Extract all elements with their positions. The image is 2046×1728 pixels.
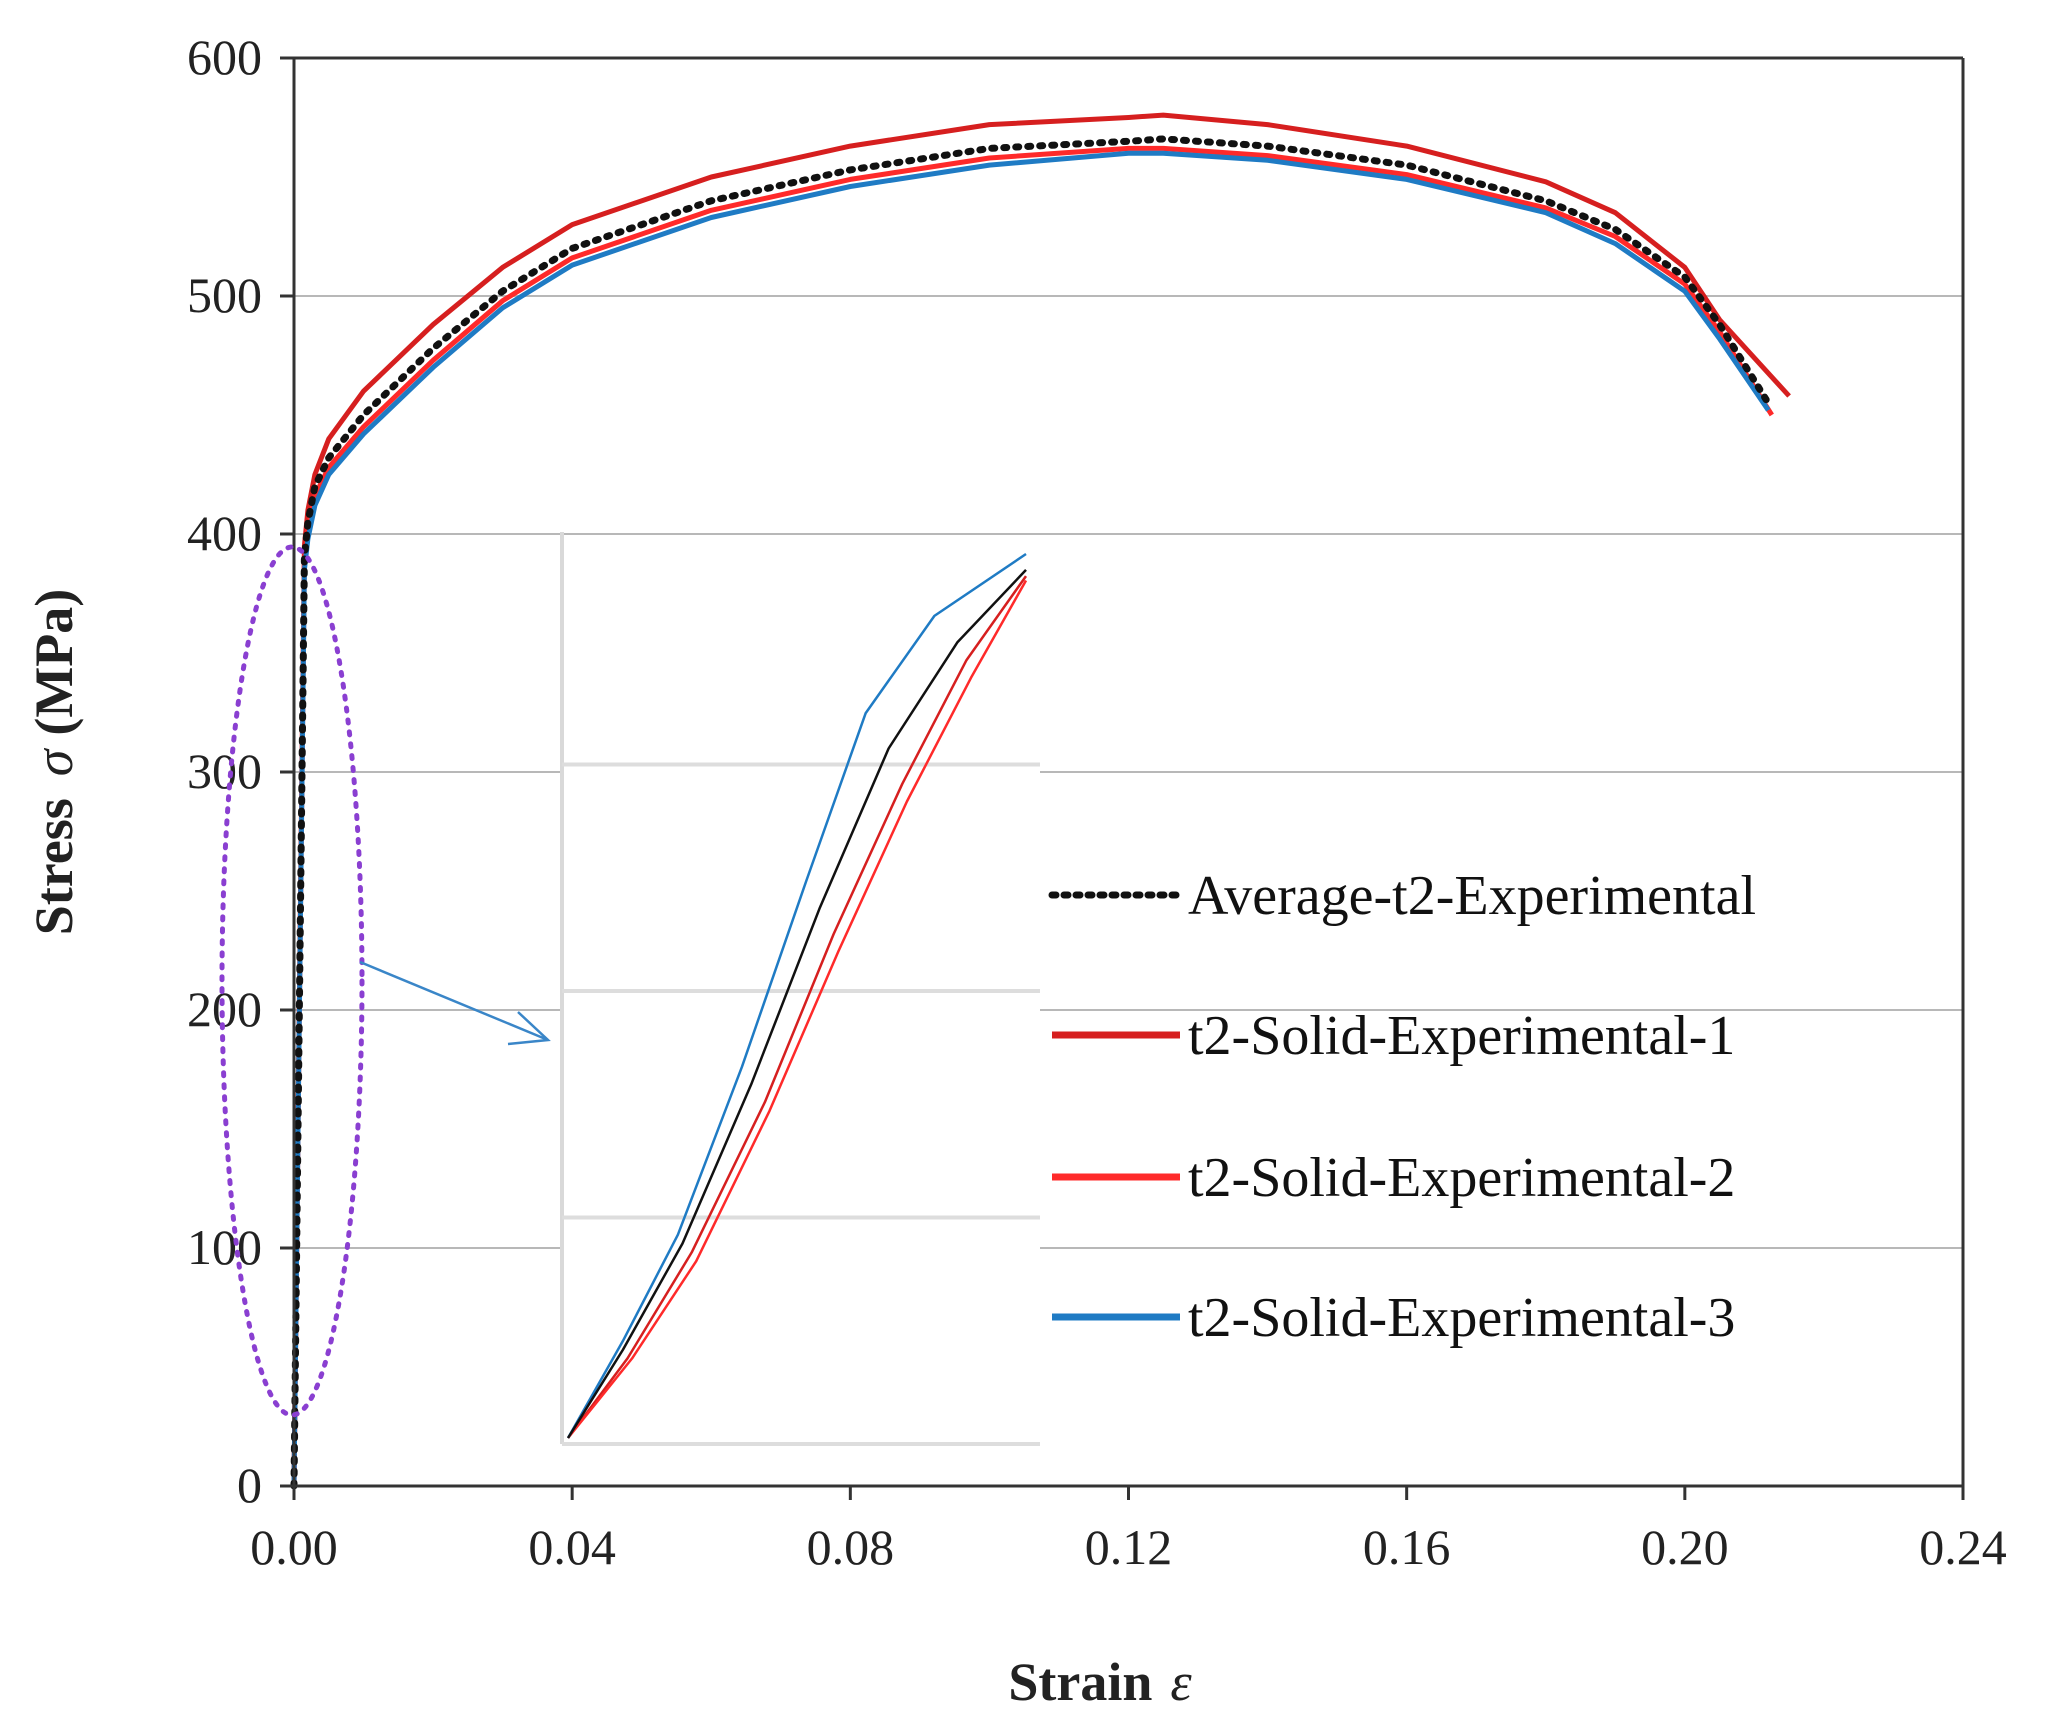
y-tick-label: 600 — [187, 29, 262, 85]
x-tick-label: 0.24 — [1919, 1519, 2007, 1575]
legend-item-solid-2: t2-Solid-Experimental-2 — [1052, 1147, 1735, 1209]
x-tick-label: 0.16 — [1363, 1519, 1451, 1575]
zoom-arrow — [359, 960, 549, 1042]
y-tick-label: 500 — [187, 267, 262, 323]
x-tick-labels: 0.00 0.04 0.08 0.12 0.16 0.20 0.24 — [250, 1519, 2007, 1575]
y-tick-label: 400 — [187, 505, 262, 561]
zoom-arrow-head — [507, 1011, 551, 1046]
legend: Average-t2-Experimental t2-Solid-Experim… — [1048, 865, 1756, 1349]
y-tick-label: 100 — [187, 1219, 262, 1275]
x-tick-label: 0.08 — [807, 1519, 895, 1575]
inset-series-line-3 — [566, 552, 1027, 1439]
data-series — [290, 112, 1791, 1490]
x-tick-label: 0.12 — [1085, 1519, 1173, 1575]
zoom-inset — [560, 532, 1040, 1446]
series-line-0 — [290, 135, 1772, 1490]
legend-item-solid-1: t2-Solid-Experimental-1 — [1052, 1005, 1735, 1067]
inset-series-line-2 — [567, 579, 1028, 1439]
gridlines — [294, 57, 1963, 1249]
y-tick-label: 300 — [187, 743, 262, 799]
legend-label-solid-1: t2-Solid-Experimental-1 — [1188, 1005, 1735, 1067]
series-line-1 — [291, 112, 1791, 1487]
series-line-3 — [291, 150, 1771, 1487]
legend-label-solid-2: t2-Solid-Experimental-2 — [1188, 1147, 1735, 1209]
zoom-ellipse — [219, 544, 365, 1418]
inset-series-line-1 — [566, 575, 1028, 1439]
legend-item-average: Average-t2-Experimental — [1048, 865, 1756, 927]
axes — [280, 56, 1965, 1500]
legend-item-solid-3: t2-Solid-Experimental-3 — [1052, 1287, 1735, 1349]
legend-label-solid-3: t2-Solid-Experimental-3 — [1188, 1287, 1735, 1349]
x-tick-label: 0.00 — [250, 1519, 338, 1575]
x-axis-title: Strain ε — [1008, 1652, 1192, 1712]
x-tick-label: 0.20 — [1641, 1519, 1729, 1575]
series-line-2 — [291, 145, 1774, 1487]
inset-series-line-0 — [566, 569, 1027, 1439]
y-tick-label: 0 — [237, 1457, 262, 1513]
y-axis-title: Stressσ(MPa) — [24, 589, 84, 936]
legend-label-average: Average-t2-Experimental — [1188, 865, 1756, 927]
x-tick-label: 0.04 — [528, 1519, 616, 1575]
